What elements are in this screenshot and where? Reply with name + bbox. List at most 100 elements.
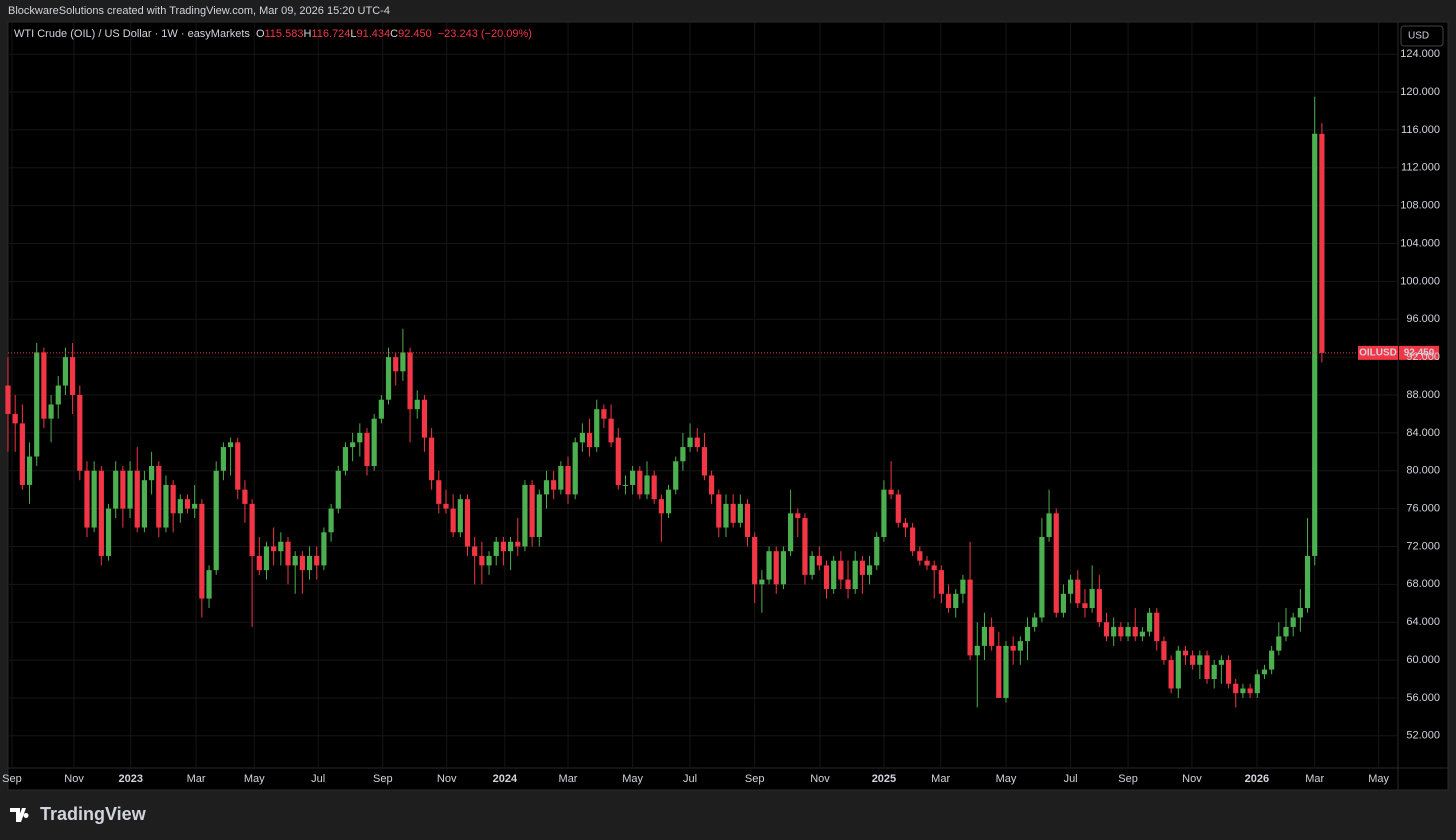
candle-body: [1096, 589, 1102, 623]
x-tick-label: 2026: [1245, 773, 1269, 785]
candle-body: [1161, 641, 1167, 661]
overlay: OILUSD 92.450: [8, 345, 1439, 360]
candle-body: [1247, 688, 1253, 694]
y-tick-label: 104.000: [1400, 237, 1440, 249]
x-tick-label: Sep: [2, 773, 22, 785]
candle-body: [981, 626, 988, 646]
candle-body: [1269, 650, 1275, 670]
candle-body: [507, 541, 514, 552]
legend-key: C: [390, 28, 398, 40]
candle-body: [1225, 660, 1232, 684]
candle-body: [1039, 537, 1045, 618]
candle-body: [450, 508, 456, 533]
candle-body: [895, 494, 901, 523]
candle-body: [443, 503, 449, 509]
brand: TradingView: [40, 804, 147, 824]
x-tick-label: 2023: [119, 773, 143, 785]
legend-value: 91.434: [356, 28, 390, 40]
candle-body: [845, 579, 851, 590]
candle-body: [19, 423, 25, 485]
candle-body: [752, 537, 758, 585]
candle-body: [148, 466, 155, 481]
credit: BlockwareSolutions created with TradingV…: [8, 5, 390, 17]
candle-body: [866, 565, 873, 575]
legend-value: 92.450: [398, 28, 432, 40]
candle-body: [694, 437, 700, 448]
candle-body: [709, 475, 715, 495]
x-tick-label: Mar: [931, 773, 950, 785]
y-tick-label: 96.000: [1406, 313, 1440, 325]
y-tick-label: 84.000: [1406, 427, 1440, 439]
candle-body: [1240, 688, 1246, 694]
candle-body: [665, 489, 672, 514]
y-tick-label: 60.000: [1406, 654, 1440, 666]
y-tick-label: 100.000: [1400, 275, 1440, 287]
x-tick-label: Mar: [1305, 773, 1324, 785]
x-tick-label: Nov: [437, 773, 457, 785]
candle-body: [1089, 589, 1095, 609]
candle-body: [84, 470, 90, 528]
candle-body: [536, 494, 542, 538]
candle-body: [515, 541, 521, 547]
candle-body: [120, 470, 126, 509]
candle-body: [551, 480, 557, 490]
candle-body: [98, 470, 104, 556]
candle-body: [996, 645, 1002, 698]
legend-key: H: [303, 28, 311, 40]
x-tick-label: Mar: [559, 773, 578, 785]
candle-body: [773, 551, 779, 585]
candle-body: [364, 432, 370, 467]
price-label: 92.450: [1404, 348, 1435, 359]
candle-body: [421, 399, 428, 438]
candle-body: [235, 442, 241, 490]
candle-body: [357, 432, 363, 443]
candle-body: [759, 579, 765, 585]
candle-body: [242, 489, 248, 504]
candle-body: [263, 546, 270, 571]
candle-body: [924, 560, 930, 566]
y-tick-label: 76.000: [1406, 503, 1440, 515]
candle-body: [1103, 622, 1110, 637]
candle-body: [62, 357, 69, 386]
candle-body: [651, 475, 657, 500]
candle-body: [780, 551, 787, 585]
candle-body: [1319, 133, 1325, 353]
candle-body: [472, 546, 478, 556]
candle-body: [227, 442, 234, 448]
candle-body: [314, 555, 320, 566]
candle-body: [910, 527, 916, 552]
y-tick-label: 72.000: [1406, 540, 1440, 552]
candle-body: [134, 470, 140, 528]
candle-body: [436, 480, 442, 504]
candle-body: [156, 466, 162, 528]
candle-body: [967, 579, 973, 656]
candle-body: [838, 560, 844, 580]
candle-body: [70, 357, 76, 395]
candle-body: [299, 555, 305, 571]
x-tick-label: Nov: [810, 773, 830, 785]
candle-body: [744, 503, 751, 538]
candle-body: [522, 484, 528, 547]
candle-body: [328, 508, 334, 533]
candle-body: [1139, 631, 1146, 637]
price-badge: [1399, 345, 1439, 360]
candle-body: [285, 541, 291, 566]
legend-change: −23.243 (−20.09%): [438, 28, 532, 40]
currency-button[interactable]: [1400, 25, 1444, 47]
candle-body: [213, 470, 219, 571]
candle-body: [1024, 626, 1031, 642]
currency-label[interactable]: USD: [1408, 31, 1429, 42]
x-tick-label: Sep: [1118, 773, 1138, 785]
x-tick-label: Nov: [64, 773, 84, 785]
symbol-label: OILUSD: [1359, 348, 1397, 359]
candle-body: [917, 551, 923, 561]
candle-body: [378, 399, 384, 419]
y-tick-label: 64.000: [1406, 616, 1440, 628]
candle-body: [630, 470, 636, 485]
candle-body: [1233, 683, 1239, 694]
x-tick-label: Sep: [745, 773, 765, 785]
candle-body: [342, 447, 349, 471]
candle-body: [457, 499, 463, 533]
candle-body: [1118, 626, 1124, 637]
candle-body: [41, 352, 47, 419]
